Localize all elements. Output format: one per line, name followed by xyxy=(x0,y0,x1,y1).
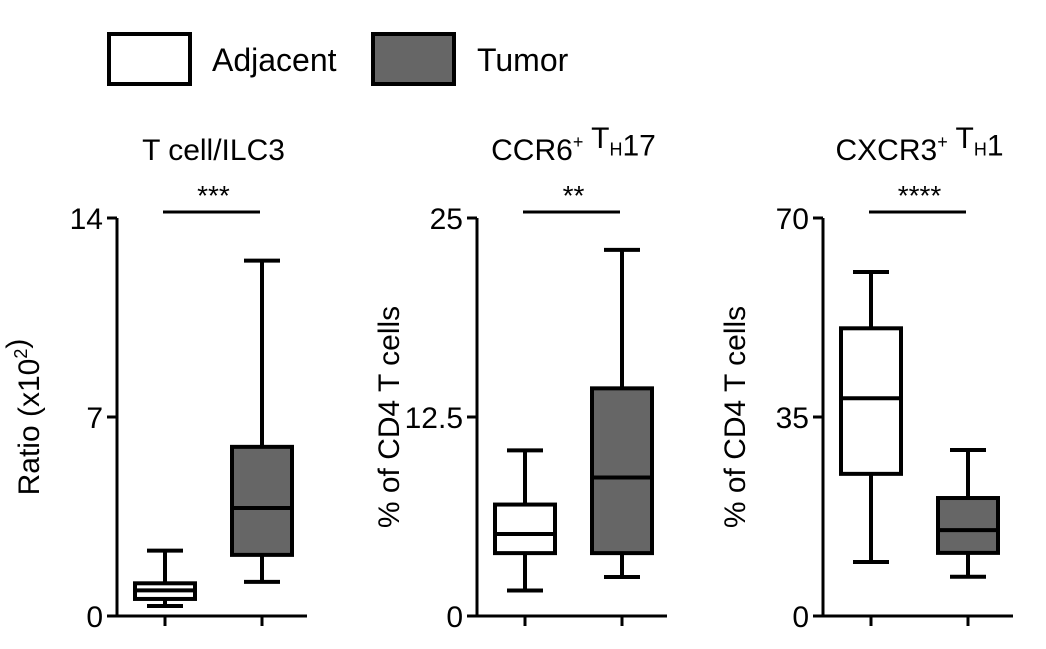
box-tumor xyxy=(230,258,294,584)
legend-label-tumor: Tumor xyxy=(477,42,569,78)
significance-label: *** xyxy=(197,180,230,211)
y-axis-label: % of CD4 T cells xyxy=(719,306,752,528)
iqr-box xyxy=(936,496,1000,555)
box-tumor xyxy=(590,247,654,579)
y-axis-label: Ratio (x102) xyxy=(1,339,46,496)
legend-label-adjacent: Adjacent xyxy=(212,42,337,78)
y-tick-label: 0 xyxy=(792,601,809,634)
panel-title: T cell/ILC3 xyxy=(142,134,285,167)
panel-1: T cell/ILC3 Ratio (x102) 0 7 14 *** xyxy=(1,134,307,634)
y-tick-label: 0 xyxy=(446,601,463,634)
iqr-box xyxy=(839,326,903,476)
significance-label: ** xyxy=(563,180,585,211)
box-adjacent xyxy=(133,548,197,609)
legend-swatch-tumor xyxy=(371,32,456,86)
panel-title: CXCR3+ TH1 xyxy=(835,122,1003,167)
box-adjacent xyxy=(839,270,903,564)
box-tumor xyxy=(936,447,1000,579)
y-tick-label: 25 xyxy=(430,203,463,236)
iqr-box xyxy=(230,444,294,557)
significance-label: **** xyxy=(898,180,942,211)
iqr-box xyxy=(493,502,557,556)
y-tick-label: 12.5 xyxy=(405,402,463,435)
panel-3: CXCR3+ TH1 % of CD4 T cells 0 35 70 **** xyxy=(719,122,1013,634)
y-tick-label: 0 xyxy=(86,601,103,634)
y-tick-label: 7 xyxy=(86,402,103,435)
y-tick-label: 35 xyxy=(776,402,809,435)
iqr-box xyxy=(590,386,654,556)
legend: Adjacent Tumor xyxy=(107,32,569,86)
y-tick-label: 70 xyxy=(776,203,809,236)
legend-swatch-adjacent xyxy=(107,32,192,86)
panel-title: CCR6+ TH17 xyxy=(491,122,656,167)
y-tick-label: 14 xyxy=(70,203,103,236)
box-adjacent xyxy=(493,448,557,593)
panel-2: CCR6+ TH17 % of CD4 T cells 0 12.5 25 ** xyxy=(373,122,667,634)
y-axis-label: % of CD4 T cells xyxy=(373,306,406,528)
